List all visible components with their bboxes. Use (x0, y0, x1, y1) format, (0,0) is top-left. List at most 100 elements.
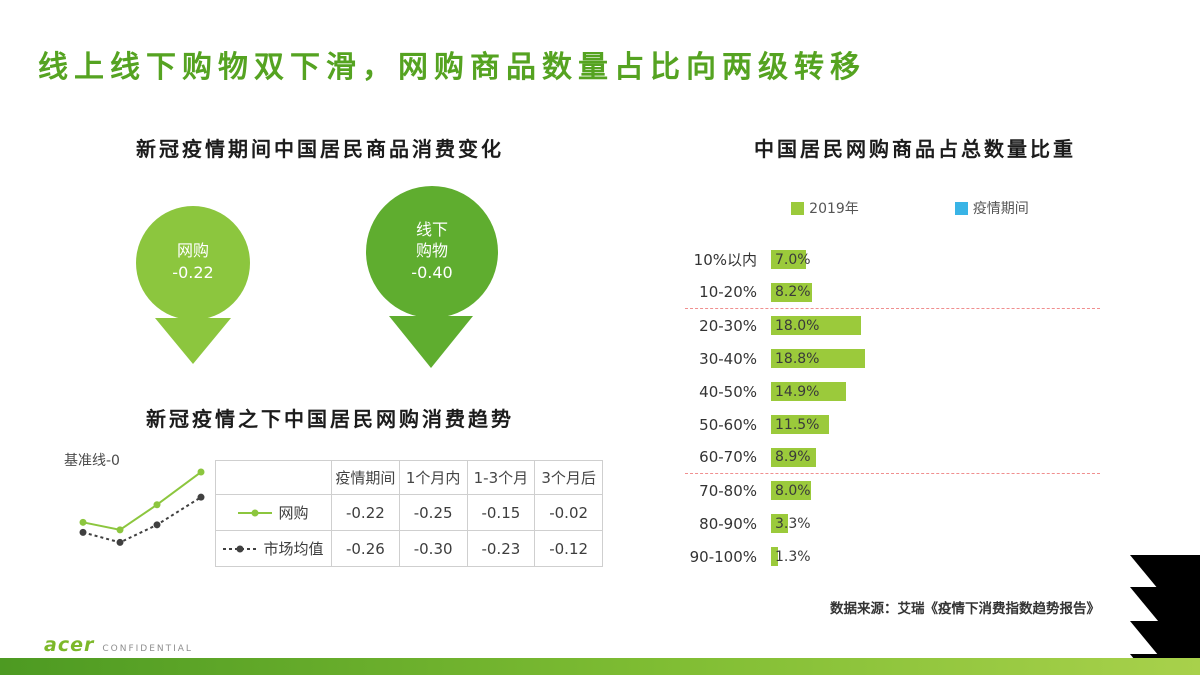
table-value-cell: -0.23 (466, 530, 536, 567)
arrow-label: 网购 (176, 241, 209, 261)
series-legend-cell: 网购 (215, 494, 332, 531)
table-row: 网购 -0.22 -0.25 -0.15 -0.02 (215, 494, 603, 531)
bar-category-label: 80-90% (699, 514, 757, 533)
table-value-cell: -0.25 (398, 494, 468, 531)
down-arrow-icon (389, 316, 473, 368)
bar-2019年 (771, 349, 865, 368)
bar-track: 7.0% (771, 250, 961, 269)
bar-category-label: 70-80% (699, 481, 757, 500)
bar-value-label: 14.9% (775, 383, 820, 400)
bar-category-label: 30-40% (699, 349, 757, 368)
table-value-cell: -0.15 (466, 494, 536, 531)
bar-value-label: 11.5% (775, 416, 820, 433)
arrow-value: -0.22 (172, 263, 214, 283)
data-point-icon (153, 521, 161, 529)
bar-row: 90-100%1.3%5.3% (685, 540, 1100, 573)
trend-section-heading: 新冠疫情之下中国居民网购消费趋势 (146, 407, 514, 431)
line-series-市场均值 (82, 496, 202, 544)
bar-value-label: 1.3% (775, 548, 811, 565)
arrow-circle: 线下购物 -0.40 (366, 186, 498, 318)
bar-category-label: 20-30% (699, 316, 757, 335)
arrow-circle: 网购 -0.22 (136, 206, 250, 320)
table-value-cell: -0.26 (331, 530, 400, 567)
data-point-icon (153, 501, 161, 509)
table-column-header: 3个月后 (534, 460, 603, 495)
legend-swatch-icon (954, 201, 968, 215)
bar-2019年 (771, 316, 861, 335)
bar-2019年 (771, 415, 829, 434)
bar-value-label: 8.2% (775, 284, 811, 300)
trend-table: 疫情期间 1个月内 1-3个月 3个月后 网购 -0.22 -0.25 -0.15 -0.02 市… (215, 460, 603, 567)
bar-value-label: 8.9% (775, 449, 811, 465)
bar-row: 30-40%18.8%9.6% (685, 342, 1200, 675)
bar-category-label: 10%以内 (693, 251, 757, 269)
line-chart-svg (79, 468, 205, 546)
bar-row: 60-70%8.9%5.8% (685, 441, 1100, 474)
bar-chart: 10%以内7.0%23.7%10-20%8.2%8.9%20-30%18.0%8… (685, 243, 1200, 675)
bar-category-label: 50-60% (699, 415, 757, 434)
table-column-header: 1-3个月 (466, 460, 536, 495)
series-legend-cell: 市场均值 (215, 530, 332, 567)
table-value-cell: -0.22 (331, 494, 400, 531)
bar-row: 20-30%18.0%8.8% (685, 309, 1200, 675)
bar-value-label: 8.0% (775, 482, 811, 499)
bar-category-label: 40-50% (699, 382, 757, 401)
bar-row: 10%以内7.0%23.7% (685, 243, 1200, 620)
bar-category-label: 10-20% (699, 283, 757, 301)
acer-logo: acer (44, 634, 95, 656)
table-column-header: 疫情期间 (331, 460, 400, 495)
table-value-cell: -0.30 (398, 530, 468, 567)
legend-item: 2019年 (791, 198, 859, 218)
bar-track: 3.3% (771, 514, 961, 533)
bar-track: 18.0% (771, 316, 961, 335)
series-name: 网购 (278, 504, 309, 522)
table-row: 市场均值 -0.26 -0.30 -0.23 -0.12 (215, 530, 603, 567)
bar-category-label: 60-70% (699, 448, 757, 466)
data-point-icon (79, 518, 87, 526)
bar-track: 14.9% (771, 382, 961, 401)
data-source: 数据来源：艾瑞《疫情下消费指数趋势报告》 (830, 601, 1100, 616)
data-point-icon (197, 468, 205, 476)
bar-row: 70-80%8.0%9.1% (685, 474, 1100, 507)
line-sample-icon (223, 545, 258, 552)
data-point-icon (79, 528, 87, 536)
bar-row: 40-50%14.9%10.6% (685, 375, 1100, 408)
down-arrow-icon (155, 318, 231, 364)
legend-swatch-icon (791, 201, 805, 215)
bottom-accent-bar (0, 658, 1200, 675)
page-title: 线上线下购物双下滑，网购商品数量占比向两级转移 (38, 50, 866, 85)
table-corner-cell (215, 460, 332, 495)
arrow-value: -0.40 (411, 262, 453, 282)
bar-2019年 (771, 481, 811, 500)
table-value-cell: -0.12 (534, 530, 603, 567)
table-value-cell: -0.02 (534, 494, 603, 531)
bar-category-label: 90-100% (689, 547, 757, 566)
bar-track: 1.3% (771, 547, 961, 566)
bar-row: 10-20% 8.2% 8.9% (685, 276, 1200, 652)
bar-2019年 (771, 547, 778, 566)
baseline-label: 基准线-0 (64, 453, 120, 469)
bar-2019年 (771, 382, 846, 401)
confidential-label: CONFIDENTIAL (102, 644, 193, 654)
line-series-网购 (82, 471, 202, 531)
bar-chart-legend: 2019年 疫情期间 (700, 198, 1120, 218)
bar-2019年 (771, 447, 816, 467)
bar-track: 18.8% (771, 349, 961, 368)
bar-2019年 (771, 514, 788, 533)
arrow-label: 线下购物 (415, 220, 448, 260)
bar-value-label: 18.8% (775, 350, 820, 367)
line-sample-icon (238, 509, 273, 516)
bar-row: 80-90%3.3%8.3% (685, 507, 1100, 540)
left-section-heading: 新冠疫情期间中国居民商品消费变化 (136, 137, 504, 161)
series-name: 市场均值 (263, 540, 324, 558)
legend-label: 疫情期间 (972, 201, 1029, 217)
bar-row: 50-60%11.5%9.8% (685, 408, 1100, 441)
table-column-header: 1个月内 (398, 460, 468, 495)
bar-track: 11.5% (771, 415, 961, 434)
bar-track: 8.2% (771, 282, 961, 302)
data-point-icon (116, 538, 124, 546)
legend-label: 2019年 (809, 201, 859, 217)
footer: acer CONFIDENTIAL (44, 634, 193, 656)
bar-value-label: 18.0% (775, 317, 820, 334)
